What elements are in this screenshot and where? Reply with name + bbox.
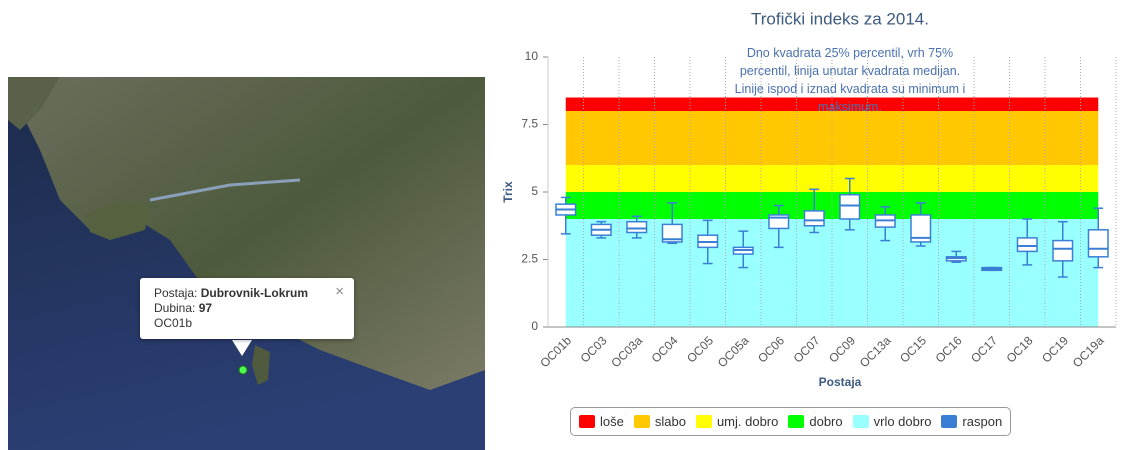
legend-item[interactable]: dobro — [788, 414, 842, 429]
box — [1017, 238, 1037, 252]
y-tick-label: 7.5 — [521, 117, 538, 131]
map-marker[interactable] — [239, 366, 247, 374]
popup-line: Dubina: 97 — [154, 301, 346, 316]
x-tick-label: OC04 — [649, 333, 681, 365]
legend-swatch — [941, 415, 957, 428]
popup-value: 97 — [199, 301, 212, 315]
legend-label: vrlo dobro — [874, 414, 932, 429]
legend-swatch — [634, 415, 650, 428]
x-tick-label: OC18 — [1004, 333, 1036, 365]
y-tick-label: 10 — [525, 49, 539, 63]
box — [1053, 241, 1073, 261]
page: × Postaja: Dubrovnik-Lokrum Dubina: 97 O… — [0, 0, 1125, 450]
band — [566, 165, 1099, 192]
box — [804, 211, 824, 226]
legend: loše slabo umj. dobro dobro vrlo dobro raspon — [570, 407, 1011, 436]
legend-label: loše — [600, 414, 624, 429]
legend-item[interactable]: raspon — [941, 414, 1002, 429]
y-tick-label: 2.5 — [521, 252, 538, 266]
y-tick-label: 5 — [531, 184, 538, 198]
x-tick-label: OC03 — [578, 333, 610, 365]
x-tick-label: OC05 — [684, 333, 716, 365]
legend-swatch — [579, 415, 595, 428]
popup-label: Postaja: — [154, 286, 197, 300]
legend-item[interactable]: vrlo dobro — [853, 414, 932, 429]
x-tick-label: OC01b — [537, 333, 574, 370]
map[interactable] — [0, 0, 485, 450]
legend-swatch — [853, 415, 869, 428]
x-tick-label: OC05a — [715, 333, 752, 370]
x-tick-label: OC19a — [1070, 333, 1107, 370]
box — [840, 195, 860, 219]
chart-title: Trofički indeks za 2014. — [751, 9, 929, 28]
x-tick-label: OC16 — [933, 333, 965, 365]
legend-swatch — [788, 415, 804, 428]
x-tick-label: OC19 — [1039, 333, 1071, 365]
legend-item[interactable]: umj. dobro — [696, 414, 778, 429]
popup-value: Dubrovnik-Lokrum — [201, 286, 308, 300]
legend-label: slabo — [655, 414, 686, 429]
y-tick-label: 0 — [531, 319, 538, 333]
x-axis-label: Postaja — [819, 375, 862, 389]
x-tick-label: OC15 — [897, 333, 929, 365]
popup-line: Postaja: Dubrovnik-Lokrum — [154, 286, 346, 301]
box — [1088, 230, 1108, 257]
band — [566, 192, 1099, 219]
x-tick-label: OC13a — [857, 333, 894, 370]
y-axis-label: Trix — [501, 181, 515, 203]
popup-label: Dubina: — [154, 301, 195, 315]
legend-label: dobro — [809, 414, 842, 429]
close-button[interactable]: × — [335, 284, 344, 299]
x-tick-label: OC09 — [826, 333, 858, 365]
legend-label: raspon — [962, 414, 1002, 429]
x-tick-label: OC06 — [755, 333, 787, 365]
map-popup: × Postaja: Dubrovnik-Lokrum Dubina: 97 O… — [140, 278, 354, 339]
x-tick-label: OC17 — [968, 333, 1000, 365]
legend-swatch — [696, 415, 712, 428]
legend-item[interactable]: slabo — [634, 414, 686, 429]
box — [627, 222, 647, 233]
popup-code: OC01b — [154, 316, 346, 331]
annotation: Dno kvadrata 25% percentil, vrh 75% perc… — [725, 44, 975, 116]
x-tick-label: OC07 — [791, 333, 823, 365]
x-tick-label: OC03a — [608, 333, 645, 370]
legend-item[interactable]: loše — [579, 414, 624, 429]
legend-label: umj. dobro — [717, 414, 778, 429]
